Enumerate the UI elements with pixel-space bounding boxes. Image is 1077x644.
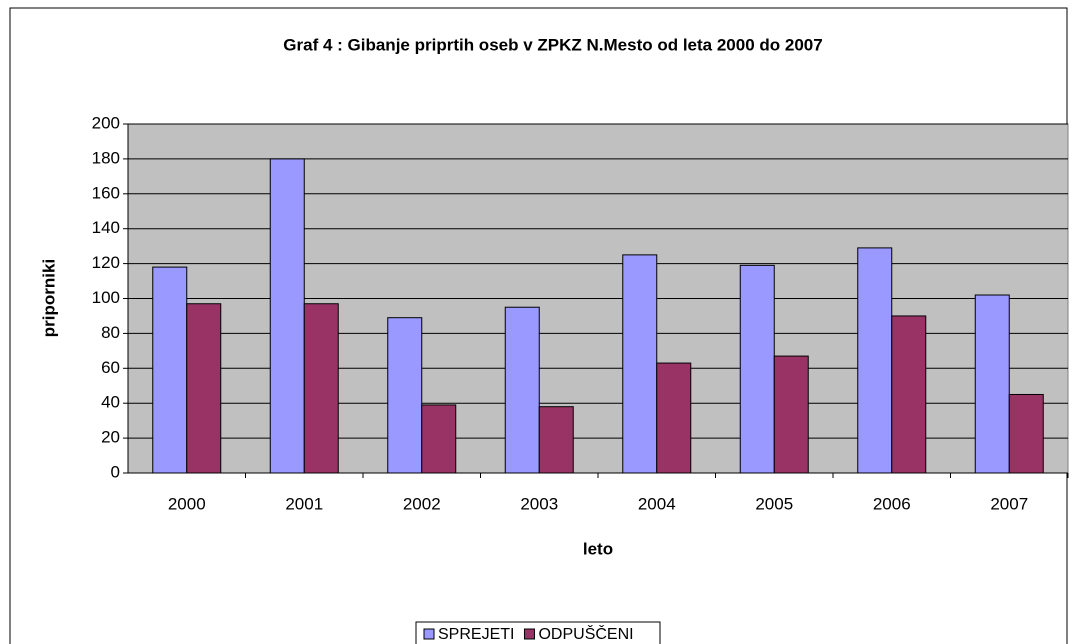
y-tick-label: 140 xyxy=(92,218,120,237)
bar xyxy=(504,306,540,474)
y-tick-label: 100 xyxy=(92,288,120,307)
legend-label: ODPUŠČENI xyxy=(538,624,633,643)
x-tick-label: 2002 xyxy=(403,494,441,513)
y-tick-label: 80 xyxy=(101,323,120,342)
y-tick-label: 60 xyxy=(101,358,120,377)
legend-swatch xyxy=(523,628,535,640)
bar xyxy=(303,303,339,474)
x-tick-label: 2005 xyxy=(755,494,793,513)
bar xyxy=(622,254,658,474)
bar xyxy=(387,317,423,474)
bar xyxy=(269,158,305,474)
y-tick-label: 20 xyxy=(101,428,120,447)
x-tick-label: 2003 xyxy=(520,494,558,513)
x-tick-label: 2000 xyxy=(168,494,206,513)
bar xyxy=(538,406,574,474)
bar xyxy=(773,355,809,474)
legend-swatch xyxy=(423,628,435,640)
y-tick-label: 200 xyxy=(92,113,120,132)
bar xyxy=(186,303,222,474)
bar xyxy=(152,266,188,474)
legend-box xyxy=(415,621,661,644)
bar xyxy=(891,315,927,474)
bar xyxy=(739,264,775,474)
bar xyxy=(1008,393,1044,474)
y-tick-label: 0 xyxy=(111,462,120,481)
x-tick-label: 2006 xyxy=(873,494,911,513)
y-tick-label: 40 xyxy=(101,393,120,412)
y-tick-label: 120 xyxy=(92,253,120,272)
chart-title: Graf 4 : Gibanje priprtih oseb v ZPKZ N.… xyxy=(283,35,822,54)
y-tick-label: 160 xyxy=(92,183,120,202)
x-axis-label: leto xyxy=(583,539,613,558)
y-axis-label: priporniki xyxy=(39,259,58,337)
x-tick-label: 2007 xyxy=(990,494,1028,513)
bar xyxy=(421,404,457,474)
y-tick-label: 180 xyxy=(92,148,120,167)
bar xyxy=(656,362,692,474)
bar xyxy=(974,294,1010,474)
legend-label: SPREJETI xyxy=(438,626,514,643)
x-tick-label: 2001 xyxy=(285,494,323,513)
bar xyxy=(857,247,893,474)
x-tick-label: 2004 xyxy=(638,494,676,513)
